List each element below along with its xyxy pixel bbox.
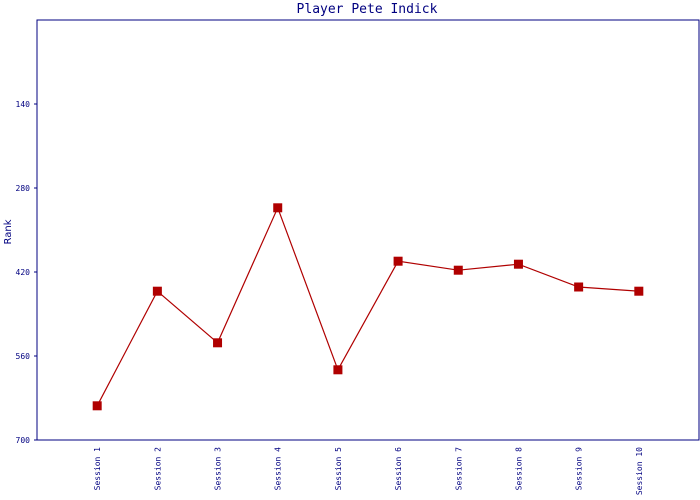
y-tick-label: 420: [16, 268, 31, 277]
x-tick-label: Session 5: [334, 447, 343, 491]
point-marker: [634, 286, 644, 296]
x-tick-label: Session 8: [514, 447, 523, 491]
x-tick-label: Session 7: [454, 447, 463, 491]
series-line: [96, 206, 639, 407]
point-marker: [453, 265, 463, 275]
y-axis-label: Rank: [3, 219, 14, 244]
point-marker: [152, 286, 162, 296]
point-marker: [273, 203, 283, 213]
y-tick-label: 560: [16, 352, 31, 361]
x-tick-label: Session 6: [394, 447, 403, 491]
chart-title: Player Pete Indick: [297, 2, 438, 17]
y-tick-label: 700: [16, 436, 31, 445]
y-tick-label: 140: [16, 100, 31, 109]
x-tick-label: Session 4: [274, 447, 283, 491]
point-marker: [213, 338, 223, 348]
point-marker: [92, 401, 102, 411]
x-tick-label: Session 1: [93, 447, 102, 491]
x-tick-label: Session 10: [635, 447, 644, 495]
y-tick-label: 280: [16, 184, 31, 193]
point-marker: [574, 282, 584, 292]
x-tick-label: Session 3: [214, 447, 223, 491]
point-marker: [513, 259, 523, 269]
point-marker: [333, 365, 343, 375]
point-marker: [393, 256, 403, 266]
x-tick-label: Session 2: [153, 447, 162, 491]
plot-frame: [36, 19, 700, 441]
x-tick-label: Session 9: [575, 447, 584, 491]
